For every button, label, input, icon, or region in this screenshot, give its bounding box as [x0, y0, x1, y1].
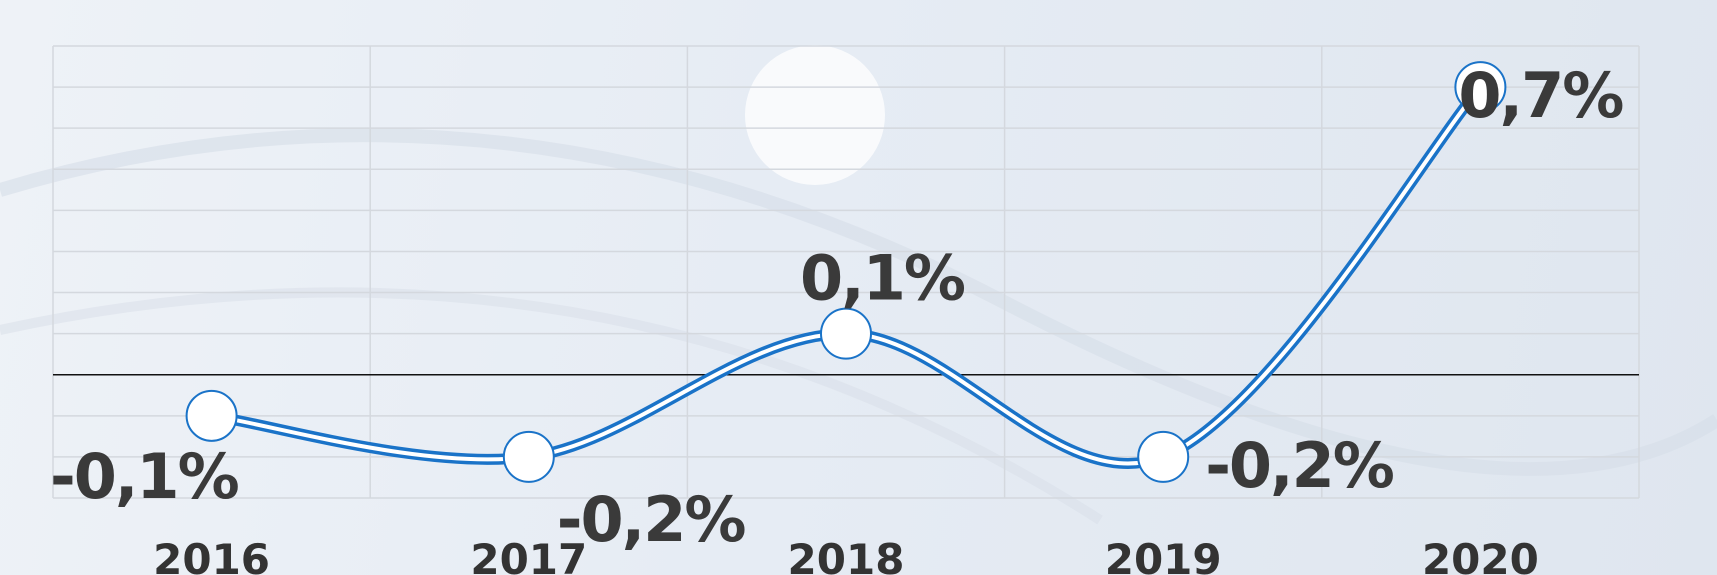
background-glow [745, 45, 885, 185]
x-tick-label: 2016 [153, 535, 270, 575]
data-label: 0,1% [800, 242, 965, 315]
point [185, 389, 238, 442]
background-swoosh [0, 128, 1717, 476]
x-tick-label: 2020 [1422, 535, 1539, 575]
point [502, 430, 555, 483]
x-tick-label: 2018 [788, 535, 905, 575]
point [1454, 61, 1507, 114]
data-label: 0,7% [1458, 59, 1623, 132]
data-label: -0,2% [1205, 429, 1394, 502]
point [1137, 430, 1190, 483]
data-label: -0,2% [557, 483, 746, 556]
data-label: -0,1% [50, 440, 239, 513]
x-tick-label: 2019 [1105, 535, 1222, 575]
point [820, 307, 872, 360]
background-swoosh [0, 287, 1103, 525]
x-tick-label: 2017 [470, 535, 587, 575]
